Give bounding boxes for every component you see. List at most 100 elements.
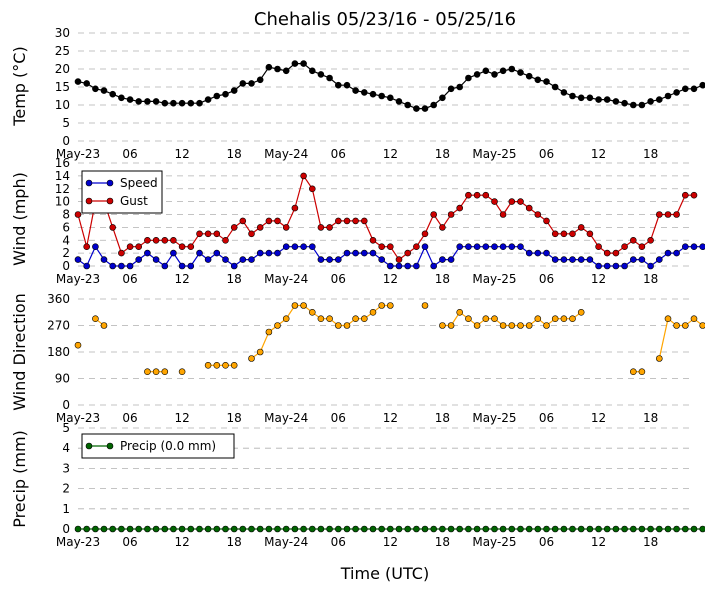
x-tick-label: 06 — [122, 535, 137, 549]
data-point — [603, 249, 611, 257]
data-point — [291, 525, 299, 533]
data-point — [83, 262, 90, 270]
data-point — [655, 355, 663, 362]
data-point — [118, 249, 125, 257]
data-point — [161, 262, 169, 270]
data-point — [456, 308, 464, 316]
data-point — [491, 525, 498, 533]
x-tick-label: 18 — [227, 272, 242, 286]
data-point — [621, 262, 628, 270]
data-point — [491, 315, 498, 323]
y-tick-label: 0 — [62, 259, 70, 273]
data-point — [109, 262, 116, 270]
data-point — [109, 90, 116, 98]
data-point — [525, 322, 533, 329]
data-point — [430, 262, 438, 270]
data-point — [152, 256, 160, 263]
data-point — [551, 83, 559, 91]
data-point — [569, 315, 576, 323]
data-point — [534, 249, 542, 257]
data-point — [256, 525, 264, 533]
data-point — [300, 302, 307, 309]
data-point — [595, 243, 602, 250]
data-point — [222, 90, 229, 98]
data-point — [629, 101, 637, 109]
x-tick-label: 06 — [539, 272, 554, 286]
x-tick-label: 18 — [435, 272, 450, 286]
data-point — [196, 99, 203, 107]
data-point — [92, 243, 99, 250]
legend: Speed Gust — [81, 170, 163, 214]
data-point — [439, 525, 446, 533]
data-point — [265, 328, 273, 336]
data-point — [317, 224, 325, 231]
x-tick-label: 12 — [383, 272, 398, 286]
data-point — [170, 237, 177, 244]
data-point — [352, 87, 359, 94]
data-point — [499, 243, 507, 250]
data-point — [343, 322, 351, 329]
data-point — [508, 322, 516, 329]
data-point — [291, 60, 299, 67]
x-tick-label: 06 — [122, 272, 137, 286]
data-point — [629, 237, 637, 244]
data-point — [308, 185, 316, 193]
data-point — [465, 525, 472, 533]
data-point — [421, 243, 429, 250]
data-point — [196, 525, 203, 533]
data-point — [317, 525, 325, 533]
data-point — [109, 525, 116, 533]
data-point — [534, 76, 542, 84]
series-speed — [74, 243, 705, 270]
x-tick-label: May-23 — [56, 411, 100, 425]
data-point — [577, 256, 585, 263]
data-point — [291, 243, 299, 250]
data-point — [525, 525, 533, 533]
data-point — [300, 60, 307, 67]
y-tick-label: 180 — [47, 345, 70, 359]
data-point — [378, 302, 386, 309]
data-point — [543, 249, 550, 257]
data-point — [369, 90, 377, 98]
data-point — [647, 237, 654, 244]
legend-box — [81, 170, 163, 214]
data-point — [230, 525, 238, 533]
data-point — [265, 63, 273, 71]
data-point — [413, 262, 420, 270]
data-point — [569, 525, 576, 533]
x-tick-label: 12 — [174, 147, 189, 161]
data-point — [282, 315, 290, 323]
data-point — [308, 525, 316, 533]
data-point — [369, 249, 377, 257]
data-point — [178, 262, 186, 270]
x-tick-label: May-24 — [264, 147, 308, 161]
data-point — [352, 249, 359, 257]
legend-marker — [85, 179, 93, 187]
data-point — [161, 368, 169, 376]
data-point — [92, 85, 99, 93]
data-point — [256, 348, 264, 356]
data-point — [525, 204, 533, 212]
data-point — [595, 525, 602, 533]
data-point — [395, 525, 403, 533]
data-point — [300, 525, 307, 533]
data-point — [291, 302, 299, 309]
data-point — [551, 315, 559, 323]
data-point — [655, 256, 663, 263]
data-point — [647, 525, 654, 533]
x-tick-label: May-23 — [56, 147, 100, 161]
precip-axis-label: Precip (mm) — [10, 430, 29, 528]
data-point — [517, 322, 524, 329]
data-point — [473, 525, 481, 533]
data-point — [74, 525, 82, 533]
data-point — [621, 243, 628, 250]
data-point — [187, 262, 195, 270]
data-point — [447, 525, 455, 533]
data-point — [560, 315, 568, 323]
data-point — [473, 322, 481, 329]
x-tick-label: 12 — [591, 147, 606, 161]
data-point — [430, 101, 438, 109]
data-point — [352, 217, 359, 225]
data-point — [135, 98, 142, 105]
data-point — [222, 256, 229, 263]
